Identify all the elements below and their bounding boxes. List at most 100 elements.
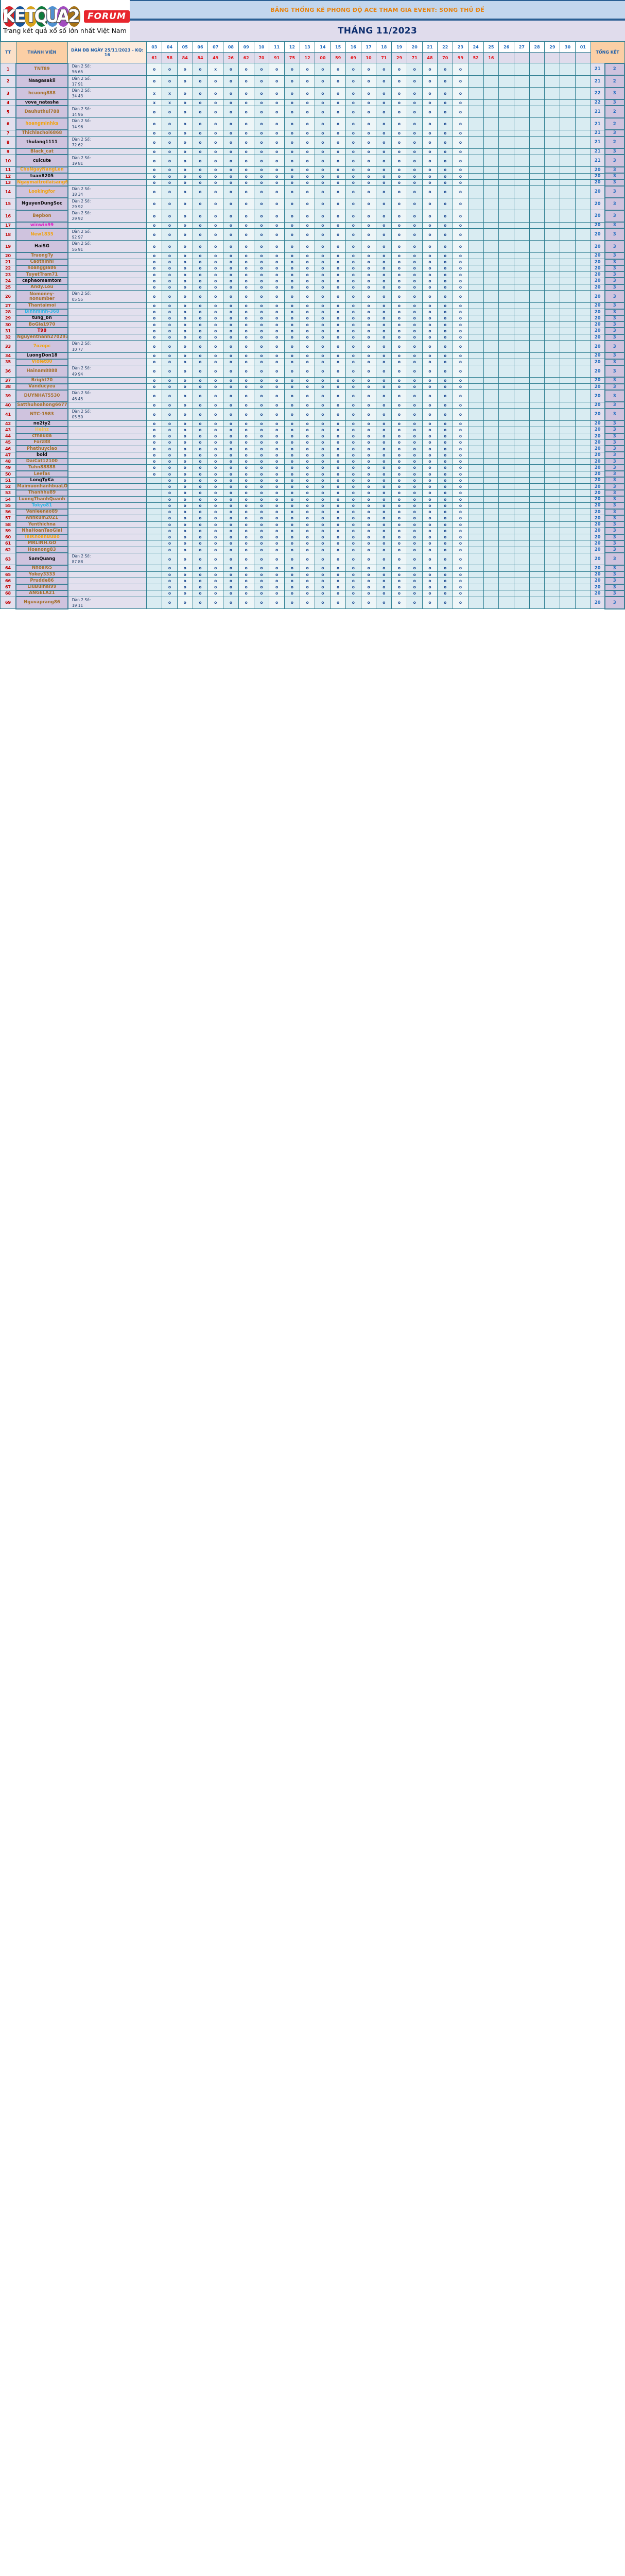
mark-cell[interactable]: o	[162, 546, 178, 553]
mark-cell[interactable]: o	[238, 99, 254, 106]
mark-cell[interactable]	[483, 222, 499, 229]
mark-cell[interactable]: o	[238, 401, 254, 409]
mark-cell[interactable]: o	[422, 502, 438, 510]
mark-cell[interactable]: o	[406, 327, 423, 335]
mark-cell[interactable]: o	[146, 321, 163, 328]
mark-cell[interactable]: o	[391, 154, 407, 167]
mark-cell[interactable]: o	[299, 377, 316, 384]
mark-cell[interactable]: o	[207, 99, 224, 106]
mark-cell[interactable]: o	[437, 222, 454, 229]
mark-cell[interactable]: o	[238, 290, 254, 303]
mark-cell[interactable]: o	[360, 508, 377, 516]
mark-cell[interactable]: o	[376, 271, 392, 278]
mark-cell[interactable]	[467, 129, 484, 137]
mark-cell[interactable]: o	[177, 265, 193, 272]
member-name[interactable]: LuongThanhQuanh	[15, 495, 68, 503]
mark-cell[interactable]: o	[360, 489, 377, 497]
mark-cell[interactable]: o	[192, 477, 209, 484]
mark-cell[interactable]: o	[406, 470, 423, 478]
mark-cell[interactable]	[544, 197, 561, 210]
mark-cell[interactable]: o	[376, 283, 392, 291]
mark-cell[interactable]: o	[162, 401, 178, 409]
day-header-08[interactable]: 08	[223, 41, 239, 53]
mark-cell[interactable]: o	[207, 389, 224, 402]
mark-cell[interactable]: o	[162, 327, 178, 335]
mark-cell[interactable]: o	[406, 515, 423, 522]
mark-cell[interactable]: o	[238, 148, 254, 155]
mark-cell[interactable]: o	[422, 470, 438, 478]
mark-cell[interactable]	[575, 439, 591, 446]
mark-cell[interactable]: o	[406, 408, 423, 421]
mark-cell[interactable]: o	[406, 432, 423, 440]
mark-cell[interactable]: o	[253, 179, 270, 187]
mark-cell[interactable]	[514, 75, 530, 88]
mark-cell[interactable]	[529, 401, 545, 409]
mark-cell[interactable]	[575, 477, 591, 484]
mark-cell[interactable]: o	[406, 527, 423, 535]
mark-cell[interactable]: o	[146, 197, 163, 210]
mark-cell[interactable]: o	[284, 496, 300, 503]
day-header-23[interactable]: 23	[453, 41, 468, 53]
mark-cell[interactable]: o	[146, 464, 163, 471]
mark-cell[interactable]	[575, 565, 591, 572]
mark-cell[interactable]: o	[453, 571, 468, 578]
mark-cell[interactable]: o	[360, 154, 377, 167]
mark-cell[interactable]: o	[391, 315, 407, 322]
mark-cell[interactable]: o	[345, 420, 361, 427]
member-name[interactable]: no2ty2	[15, 419, 68, 428]
mark-cell[interactable]: o	[238, 502, 254, 510]
mark-cell[interactable]	[529, 389, 545, 402]
mark-cell[interactable]: o	[360, 451, 377, 459]
mark-cell[interactable]	[514, 315, 530, 322]
member-name[interactable]: Ngaymaitroilaisang67	[15, 179, 68, 187]
mark-cell[interactable]: o	[453, 408, 468, 421]
mark-cell[interactable]	[498, 464, 515, 471]
mark-cell[interactable]: o	[284, 432, 300, 440]
mark-cell[interactable]	[498, 228, 515, 241]
day-header-21[interactable]: 21	[422, 41, 438, 53]
mark-cell[interactable]: o	[238, 283, 254, 291]
mark-cell[interactable]: o	[253, 508, 270, 516]
mark-cell[interactable]	[467, 365, 484, 378]
mark-cell[interactable]	[514, 308, 530, 316]
mark-cell[interactable]: o	[376, 315, 392, 322]
mark-cell[interactable]	[498, 75, 515, 88]
mark-cell[interactable]: o	[192, 283, 209, 291]
mark-cell[interactable]	[514, 571, 530, 578]
mark-cell[interactable]	[529, 577, 545, 585]
mark-cell[interactable]	[575, 464, 591, 471]
mark-cell[interactable]	[467, 533, 484, 541]
mark-cell[interactable]: o	[330, 571, 346, 578]
mark-cell[interactable]	[514, 333, 530, 341]
mark-cell[interactable]: o	[360, 258, 377, 266]
mark-cell[interactable]: o	[162, 290, 178, 303]
mark-cell[interactable]: o	[269, 271, 285, 278]
mark-cell[interactable]: o	[207, 496, 224, 503]
mark-cell[interactable]: o	[146, 432, 163, 440]
mark-cell[interactable]: o	[238, 228, 254, 241]
mark-cell[interactable]: x	[146, 87, 163, 100]
mark-cell[interactable]: o	[207, 451, 224, 459]
mark-cell[interactable]: o	[162, 383, 178, 391]
mark-cell[interactable]: o	[192, 277, 209, 285]
mark-cell[interactable]: o	[192, 99, 209, 106]
mark-cell[interactable]: o	[207, 252, 224, 260]
mark-cell[interactable]	[483, 552, 499, 566]
mark-cell[interactable]: o	[345, 308, 361, 316]
mark-cell[interactable]: o	[177, 432, 193, 440]
mark-cell[interactable]: o	[406, 173, 423, 180]
mark-cell[interactable]: o	[192, 327, 209, 335]
member-name[interactable]: Tokyo81	[15, 502, 68, 510]
mark-cell[interactable]	[544, 210, 561, 223]
mark-cell[interactable]: o	[284, 451, 300, 459]
mark-cell[interactable]	[146, 552, 163, 566]
mark-cell[interactable]: o	[269, 590, 285, 597]
member-name[interactable]: MaimuonhanhbuaLOc86	[15, 483, 68, 490]
mark-cell[interactable]: o	[269, 401, 285, 409]
mark-cell[interactable]: o	[223, 179, 239, 187]
mark-cell[interactable]: o	[284, 565, 300, 572]
mark-cell[interactable]: o	[177, 464, 193, 471]
mark-cell[interactable]: o	[269, 432, 285, 440]
mark-cell[interactable]	[544, 265, 561, 272]
mark-cell[interactable]: o	[299, 252, 316, 260]
